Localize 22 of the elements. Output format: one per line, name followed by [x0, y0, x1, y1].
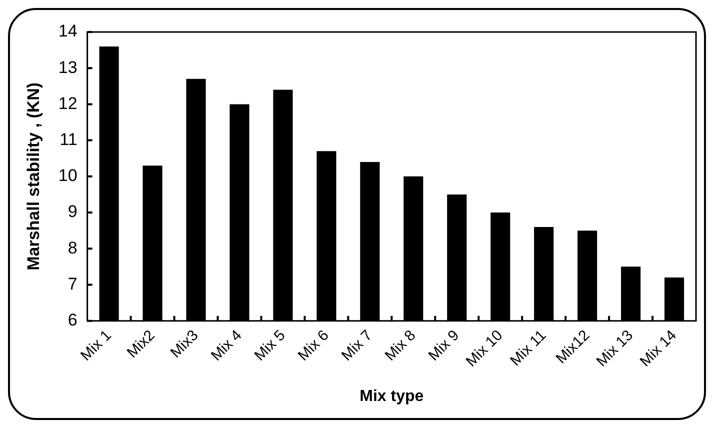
y-tick-label: 12: [58, 94, 78, 113]
x-tick-label: Mix 8: [382, 326, 420, 364]
y-tick-label: 7: [68, 274, 78, 294]
x-tick-label: Mix 4: [208, 326, 246, 364]
y-tick-label: 13: [58, 58, 78, 77]
y-tick-label: 9: [68, 202, 78, 222]
x-tick-label: Mix 14: [636, 326, 680, 370]
x-axis-title: Mix type: [360, 388, 424, 405]
x-tick-label: Mix 13: [593, 326, 637, 370]
y-tick-label: 8: [68, 238, 78, 258]
x-tick-label: Mix 1: [77, 326, 115, 364]
x-tick-label: Mix 11: [507, 326, 550, 370]
x-tick-label: Mix 7: [338, 326, 376, 364]
y-tick-label: 14: [58, 22, 78, 41]
x-tick-label: Mix 10: [462, 326, 506, 370]
y-tick-label: 10: [58, 166, 78, 186]
x-tick-label: Mix 9: [425, 326, 463, 364]
x-tick-label: Mix 5: [251, 326, 289, 364]
x-tick-label: Mix 6: [294, 326, 332, 364]
y-tick-label: 6: [68, 310, 78, 330]
y-tick-label: 11: [60, 130, 78, 149]
y-axis-title: Marshall stability , (KN): [24, 82, 43, 270]
